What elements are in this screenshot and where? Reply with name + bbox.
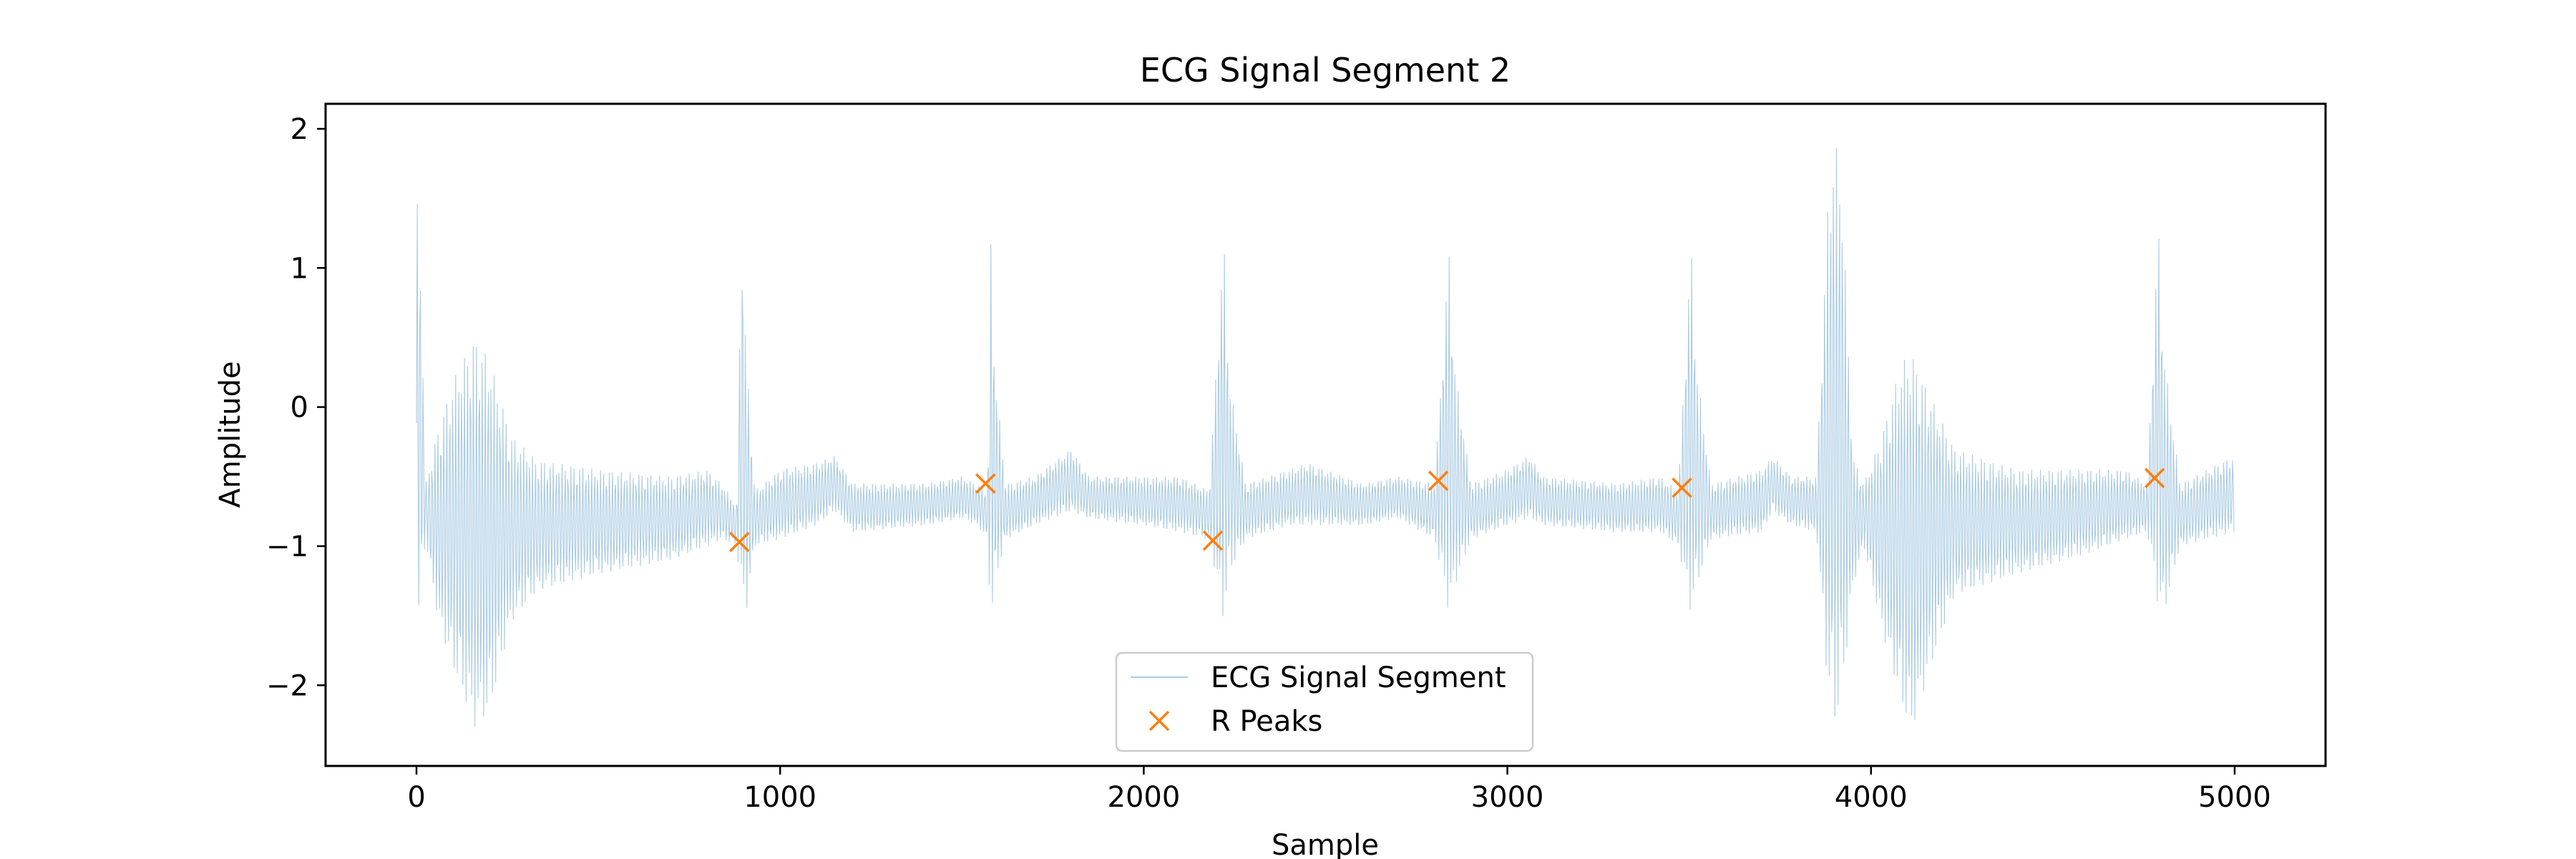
r-peak-marker bbox=[1202, 530, 1224, 551]
axes-frame bbox=[324, 102, 2327, 767]
y-tick-label: 2 bbox=[291, 113, 308, 146]
x-axis-label: Sample bbox=[1272, 829, 1379, 859]
y-axis: −2 −1 0 1 2 bbox=[266, 113, 326, 702]
chart-title: ECG Signal Segment 2 bbox=[1140, 51, 1511, 89]
legend-r-peak-marker bbox=[1148, 710, 1170, 732]
plot-area bbox=[416, 147, 2235, 727]
x-axis: 0 1000 2000 3000 4000 5000 bbox=[407, 766, 2271, 814]
y-tick-label: 1 bbox=[291, 252, 308, 285]
r-peak-marker bbox=[729, 531, 750, 553]
x-tick-label: 1000 bbox=[743, 781, 816, 814]
x-tick-label: 4000 bbox=[1835, 781, 1908, 814]
r-peak-marker bbox=[1672, 477, 1692, 498]
r-peak-marker bbox=[975, 473, 996, 494]
y-tick-label: −2 bbox=[266, 669, 308, 702]
x-tick-label: 3000 bbox=[1471, 781, 1544, 814]
x-tick-label: 5000 bbox=[2198, 781, 2271, 814]
y-axis-label: Amplitude bbox=[214, 361, 247, 508]
legend: ECG Signal Segment R Peaks bbox=[1115, 651, 1534, 752]
y-tick-label: −1 bbox=[266, 530, 308, 563]
legend-frame bbox=[1115, 651, 1534, 752]
ecg-signal-line bbox=[416, 147, 2235, 727]
legend-label-ecg: ECG Signal Segment bbox=[1211, 661, 1506, 694]
x-tick-label: 2000 bbox=[1108, 781, 1181, 814]
r-peak-marker bbox=[2144, 467, 2165, 488]
y-tick-label: 0 bbox=[291, 392, 308, 424]
legend-marker-swatch bbox=[1148, 710, 1170, 732]
x-tick-label: 0 bbox=[407, 781, 425, 814]
r-peak-marker bbox=[1428, 470, 1449, 491]
legend-label-r-peaks: R Peaks bbox=[1211, 705, 1322, 738]
